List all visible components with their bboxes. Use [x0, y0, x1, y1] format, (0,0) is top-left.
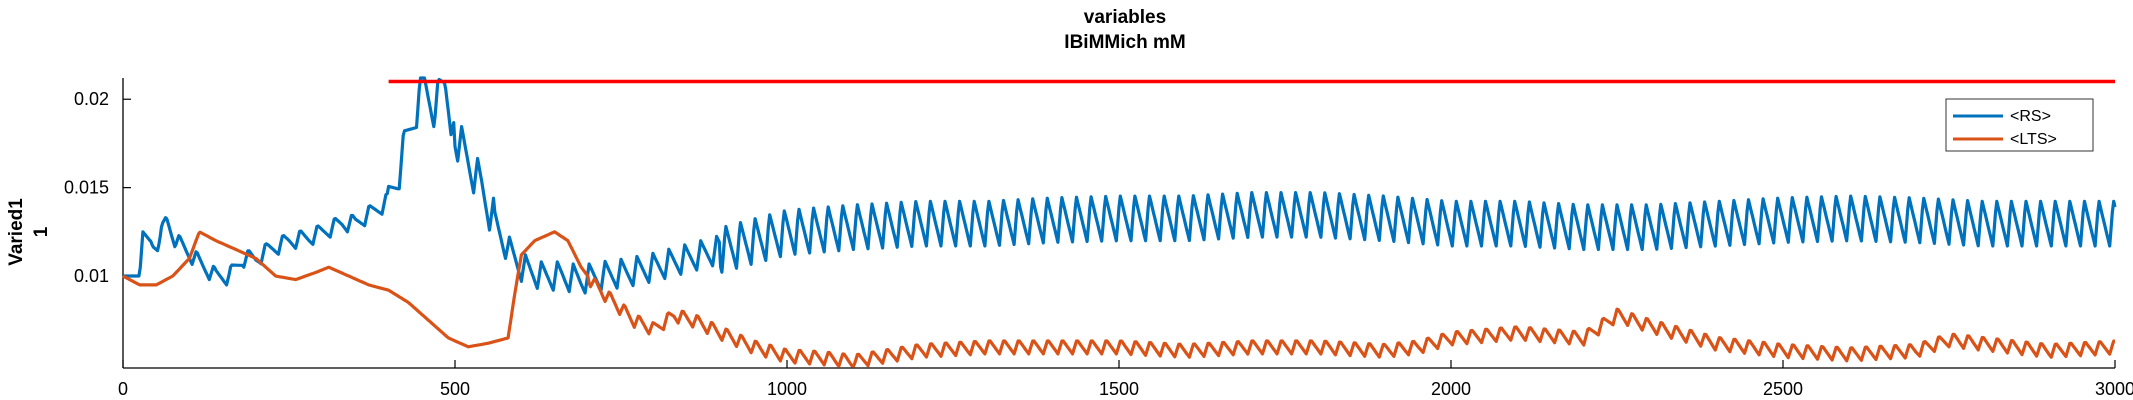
- chart-title: variables: [1084, 7, 1166, 28]
- x-tick-label: 0: [118, 379, 128, 399]
- series-line-rs: [122, 76, 2117, 295]
- axis-ticks: 0 500 1000 1500 2000 2500 3000 0.01 0.015 0.02: [64, 89, 2133, 399]
- y-tick-label: 0.02: [74, 89, 109, 109]
- x-tick-label: 3000: [2095, 379, 2133, 399]
- y-axis-label-line1: Varied1: [6, 198, 27, 266]
- y-tick-label: 0.015: [64, 178, 109, 198]
- x-tick-label: 2000: [1431, 379, 1471, 399]
- legend: <RS> <LTS>: [1945, 98, 2094, 152]
- legend-box: [1945, 98, 2094, 152]
- legend-label-lts: <LTS>: [2010, 131, 2057, 148]
- y-tick-label: 0.01: [74, 266, 109, 286]
- legend-label-rs: <RS>: [2010, 108, 2051, 125]
- series-line-lts: [122, 230, 2116, 368]
- chart-subtitle: IBiMMich mM: [1064, 32, 1185, 53]
- plot-series: [122, 76, 2117, 368]
- x-tick-label: 2500: [1763, 379, 1803, 399]
- x-tick-label: 500: [440, 379, 470, 399]
- y-axis-label-line2: 1: [31, 226, 52, 237]
- x-tick-label: 1500: [1099, 379, 1139, 399]
- x-tick-label: 1000: [767, 379, 807, 399]
